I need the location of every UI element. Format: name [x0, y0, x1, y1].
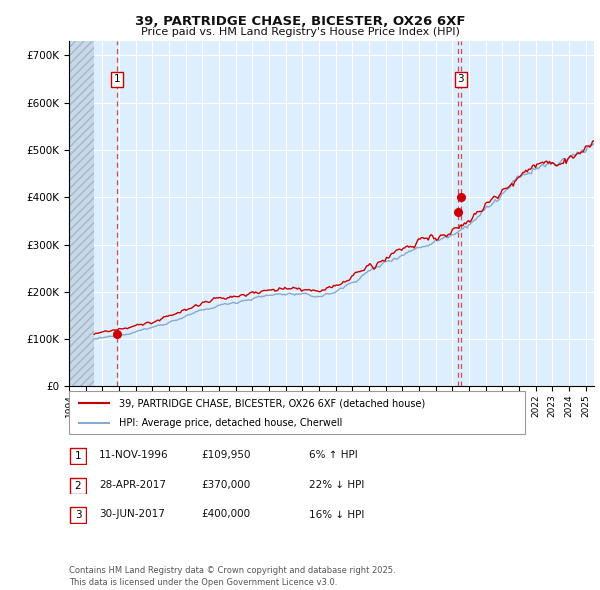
Text: 2: 2	[74, 481, 82, 490]
Text: 3: 3	[457, 74, 464, 84]
FancyBboxPatch shape	[70, 507, 86, 523]
Text: 1: 1	[113, 74, 120, 84]
FancyBboxPatch shape	[69, 391, 525, 434]
Text: 30-JUN-2017: 30-JUN-2017	[99, 510, 165, 519]
Text: £370,000: £370,000	[201, 480, 250, 490]
Text: 16% ↓ HPI: 16% ↓ HPI	[309, 510, 364, 519]
Text: £109,950: £109,950	[201, 451, 251, 460]
Text: HPI: Average price, detached house, Cherwell: HPI: Average price, detached house, Cher…	[119, 418, 343, 428]
FancyBboxPatch shape	[70, 448, 86, 464]
Text: 39, PARTRIDGE CHASE, BICESTER, OX26 6XF (detached house): 39, PARTRIDGE CHASE, BICESTER, OX26 6XF …	[119, 398, 425, 408]
Text: Contains HM Land Registry data © Crown copyright and database right 2025.
This d: Contains HM Land Registry data © Crown c…	[69, 566, 395, 587]
Text: 1: 1	[74, 451, 82, 461]
Bar	[69, 41, 94, 386]
Text: 3: 3	[74, 510, 82, 520]
FancyBboxPatch shape	[70, 478, 86, 493]
Text: 11-NOV-1996: 11-NOV-1996	[99, 451, 169, 460]
Text: 39, PARTRIDGE CHASE, BICESTER, OX26 6XF: 39, PARTRIDGE CHASE, BICESTER, OX26 6XF	[135, 15, 465, 28]
Text: Price paid vs. HM Land Registry's House Price Index (HPI): Price paid vs. HM Land Registry's House …	[140, 27, 460, 37]
Text: 6% ↑ HPI: 6% ↑ HPI	[309, 451, 358, 460]
Text: 28-APR-2017: 28-APR-2017	[99, 480, 166, 490]
Text: £400,000: £400,000	[201, 510, 250, 519]
Text: 22% ↓ HPI: 22% ↓ HPI	[309, 480, 364, 490]
